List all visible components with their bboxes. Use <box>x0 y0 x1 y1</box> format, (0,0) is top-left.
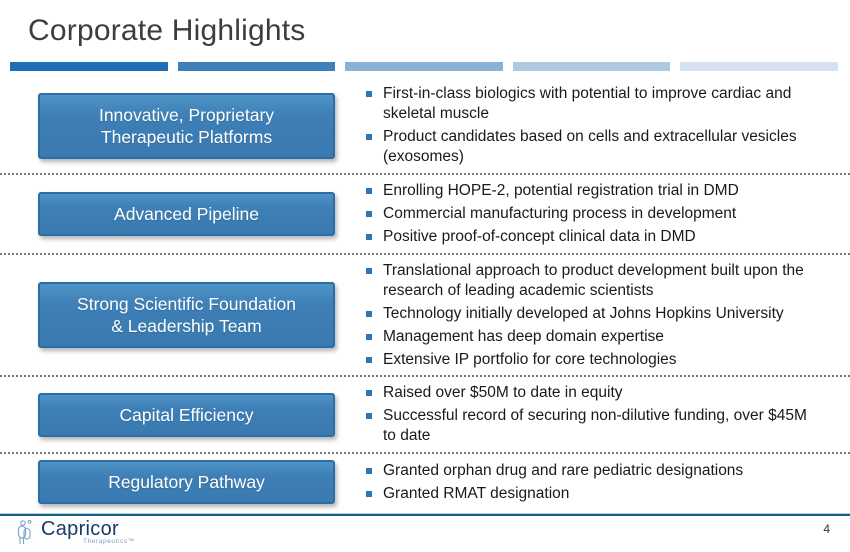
bullet-text: Management has deep domain expertise <box>383 327 664 345</box>
capricor-logo-icon <box>13 519 39 552</box>
bullet-text: Technology initially developed at Johns … <box>383 304 784 322</box>
accent-bar-segment-5 <box>680 62 838 71</box>
list-item: Management has deep domain expertise <box>364 327 811 347</box>
bullet-text: Positive proof-of-concept clinical data … <box>383 227 696 245</box>
accent-bar-segment-1 <box>10 62 168 71</box>
list-item: Technology initially developed at Johns … <box>364 304 811 324</box>
capricor-logo: Capricor Therapeutics™ <box>13 518 135 552</box>
bullet-list: Raised over $50M to date in equity Succe… <box>364 383 811 446</box>
list-item: Enrolling HOPE-2, potential registration… <box>364 181 811 201</box>
bullet-square-icon <box>366 267 372 274</box>
bullet-square-icon <box>366 390 372 397</box>
list-item: Extensive IP portfolio for core technolo… <box>364 350 811 370</box>
logo-subtitle: Therapeutics™ <box>83 538 135 545</box>
bullet-text: Commercial manufacturing process in deve… <box>383 204 737 222</box>
bullet-square-icon <box>366 310 372 317</box>
highlight-row-foundation: Strong Scientific Foundation & Leadershi… <box>38 261 842 370</box>
bullet-square-icon <box>366 210 372 217</box>
dotted-divider <box>0 172 850 175</box>
bullet-square-icon <box>366 356 372 363</box>
bullet-text: First-in-class biologics with potential … <box>383 85 792 122</box>
bullet-text: Granted orphan drug and rare pediatric d… <box>383 461 744 479</box>
bullet-text: Extensive IP portfolio for core technolo… <box>383 350 677 368</box>
list-item: Successful record of securing non-diluti… <box>364 406 811 446</box>
highlight-row-platforms: Innovative, Proprietary Therapeutic Plat… <box>38 84 842 167</box>
bullet-square-icon <box>366 187 372 194</box>
list-item: Granted RMAT designation <box>364 484 811 504</box>
bullet-text: Granted RMAT designation <box>383 484 570 502</box>
dotted-divider <box>0 452 850 455</box>
bullet-square-icon <box>366 333 372 340</box>
accent-bar-segment-3 <box>345 62 503 71</box>
bullet-square-icon <box>366 467 372 474</box>
bullet-square-icon <box>366 134 372 140</box>
list-item: Commercial manufacturing process in deve… <box>364 204 811 224</box>
page-number: 4 <box>823 522 830 536</box>
bullet-text: Raised over $50M to date in equity <box>383 384 623 402</box>
category-pill: Innovative, Proprietary Therapeutic Plat… <box>38 92 335 159</box>
bullet-list: Enrolling HOPE-2, potential registration… <box>364 181 811 247</box>
bullet-square-icon <box>366 233 372 240</box>
bullet-text: Enrolling HOPE-2, potential registration… <box>383 181 739 199</box>
accent-bar <box>10 62 838 71</box>
category-pill: Advanced Pipeline <box>38 191 335 236</box>
accent-bar-segment-4 <box>512 62 671 71</box>
list-item: First-in-class biologics with potential … <box>364 84 811 124</box>
list-item: Product candidates based on cells and ex… <box>364 127 811 167</box>
bullet-list: First-in-class biologics with potential … <box>364 84 811 167</box>
bullet-square-icon <box>366 490 372 497</box>
bullet-text: Translational approach to product develo… <box>383 261 804 299</box>
logo-company-name: Capricor <box>41 518 119 540</box>
highlight-row-capital: Capital Efficiency Raised over $50M to d… <box>38 383 842 446</box>
footer-rule <box>0 513 850 516</box>
list-item: Positive proof-of-concept clinical data … <box>364 227 811 247</box>
bullet-square-icon <box>366 413 372 420</box>
category-pill: Strong Scientific Foundation & Leadershi… <box>38 282 335 348</box>
list-item: Granted orphan drug and rare pediatric d… <box>364 461 811 481</box>
dotted-divider <box>0 252 850 255</box>
page-title: Corporate Highlights <box>28 14 306 47</box>
bullet-list: Translational approach to product develo… <box>364 261 811 370</box>
bullet-list: Granted orphan drug and rare pediatric d… <box>364 461 811 504</box>
bullet-text: Product candidates based on cells and ex… <box>383 128 797 165</box>
bullet-square-icon <box>366 91 372 97</box>
accent-bar-segment-2 <box>177 62 336 71</box>
dotted-divider <box>0 375 850 378</box>
highlight-row-regulatory: Regulatory Pathway Granted orphan drug a… <box>38 460 842 504</box>
category-pill: Regulatory Pathway <box>38 460 335 504</box>
list-item: Raised over $50M to date in equity <box>364 383 811 403</box>
highlight-row-pipeline: Advanced Pipeline Enrolling HOPE-2, pote… <box>38 181 842 247</box>
logo-text: Capricor Therapeutics™ <box>41 518 135 545</box>
category-pill: Capital Efficiency <box>38 392 335 437</box>
highlights-list: Innovative, Proprietary Therapeutic Plat… <box>0 84 850 504</box>
list-item: Translational approach to product develo… <box>364 261 811 301</box>
bullet-text: Successful record of securing non-diluti… <box>383 407 807 445</box>
